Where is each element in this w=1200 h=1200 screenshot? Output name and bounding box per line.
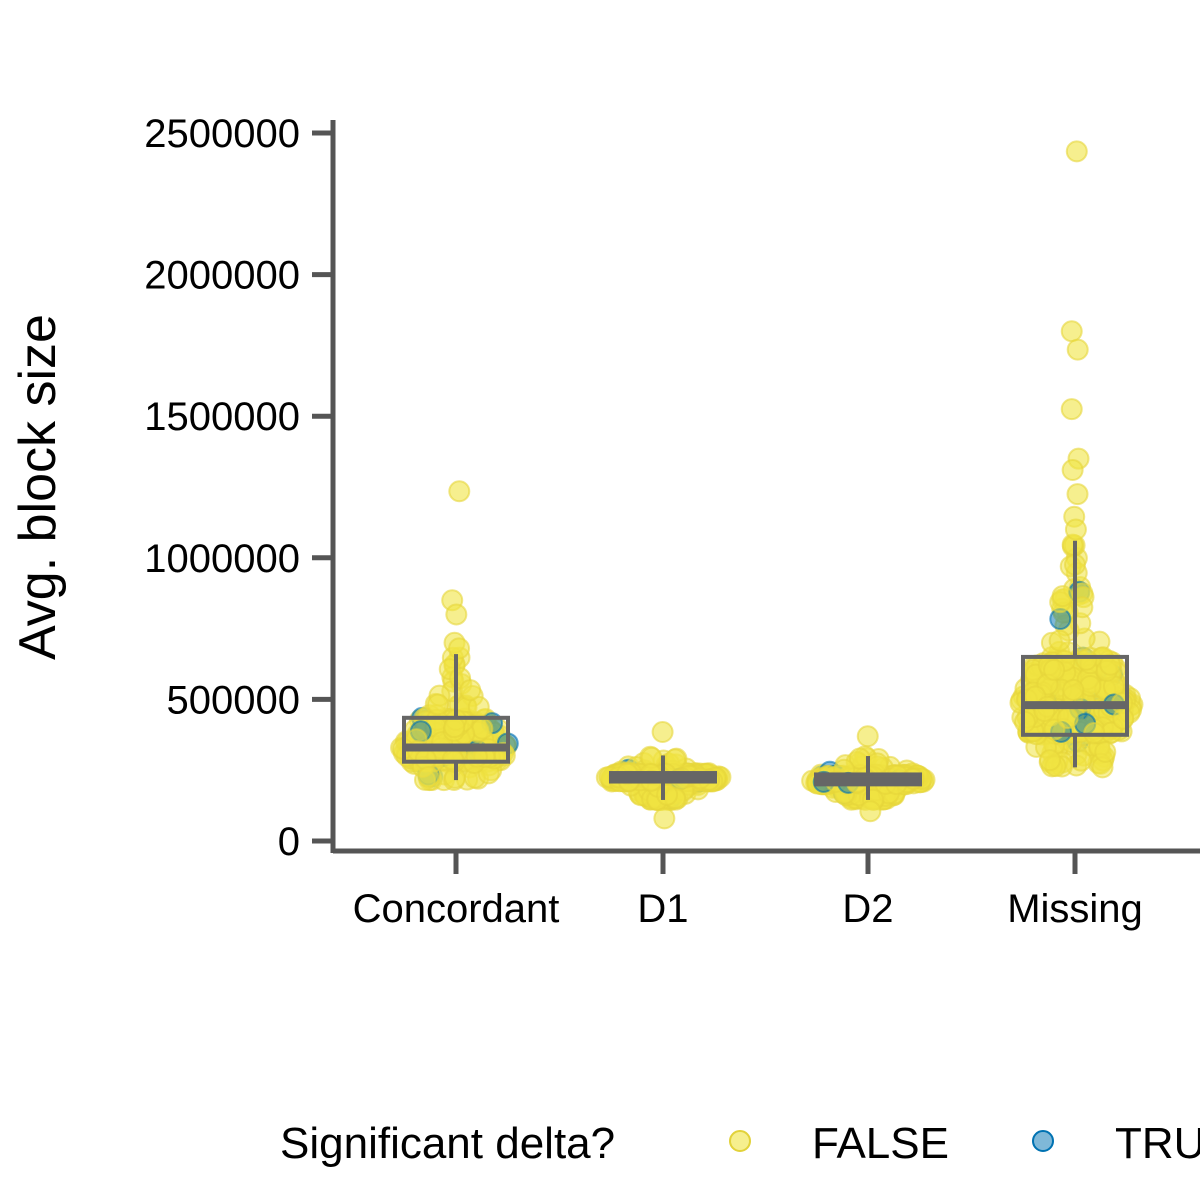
data-point-false (1038, 749, 1061, 772)
data-point-false (1071, 596, 1094, 619)
data-point-false (417, 765, 440, 788)
legend-label-false: FALSE (812, 1119, 949, 1168)
points-layer (390, 140, 1144, 830)
legend-key-false (729, 1130, 751, 1152)
data-point-false (459, 679, 482, 702)
data-point-false (656, 783, 679, 806)
y-tick-label: 0 (278, 820, 300, 864)
x-tick-label: D2 (842, 887, 893, 931)
outlier-point (1061, 459, 1084, 482)
outlier-point (1066, 338, 1089, 361)
data-point-false (1043, 658, 1066, 681)
data-point-false (1062, 678, 1085, 701)
box-iqr (402, 715, 510, 764)
outlier-point (653, 807, 676, 830)
y-tick-label: 1500000 (144, 395, 300, 439)
data-point-false (1099, 653, 1122, 676)
y-axis-title: Avg. block size (9, 314, 67, 660)
y-tick-label: 1000000 (144, 537, 300, 581)
y-ticks: 0 500000 1000000 1500000 2000000 2500000 (144, 112, 333, 864)
data-point-false (414, 748, 437, 771)
data-point-false (1094, 740, 1117, 763)
x-ticks: Concordant D1 D2 Missing (353, 853, 1143, 931)
x-tick-label: Missing (1007, 887, 1143, 931)
box-iqr (1021, 654, 1129, 737)
data-point-false (866, 752, 889, 775)
axes-layer (330, 120, 1200, 854)
data-point-false (441, 748, 464, 771)
outlier-point (859, 800, 882, 823)
legend-title: Significant delta? (280, 1119, 615, 1168)
outlier-point (1060, 398, 1083, 421)
y-tick-label: 2000000 (144, 254, 300, 298)
data-point-false (1112, 707, 1135, 730)
legend-label-true: TRUE (1115, 1119, 1200, 1168)
outlier-point (856, 725, 879, 748)
data-point-false (471, 717, 494, 740)
outlier-point (1064, 518, 1087, 541)
legend: Significant delta? FALSE TRUE (280, 1119, 1200, 1168)
outlier-point (448, 480, 471, 503)
y-tick-label: 2500000 (144, 112, 300, 156)
y-tick-label: 500000 (167, 678, 300, 722)
data-point-false (1075, 648, 1098, 671)
outlier-point (445, 603, 468, 626)
outlier-point (448, 637, 471, 660)
data-point-false (1056, 707, 1079, 730)
outlier-point (1060, 320, 1083, 343)
outlier-point (651, 720, 674, 743)
outlier-point (1066, 483, 1089, 506)
data-point-false (426, 693, 449, 716)
outlier-point (1065, 140, 1088, 163)
x-tick-label: Concordant (353, 887, 560, 931)
x-tick-label: D1 (637, 887, 688, 931)
data-point-false (1048, 629, 1071, 652)
data-point-false (443, 716, 466, 739)
data-point-false (1051, 585, 1074, 608)
legend-key-true (1032, 1130, 1054, 1152)
boxes-layer (402, 540, 1129, 800)
